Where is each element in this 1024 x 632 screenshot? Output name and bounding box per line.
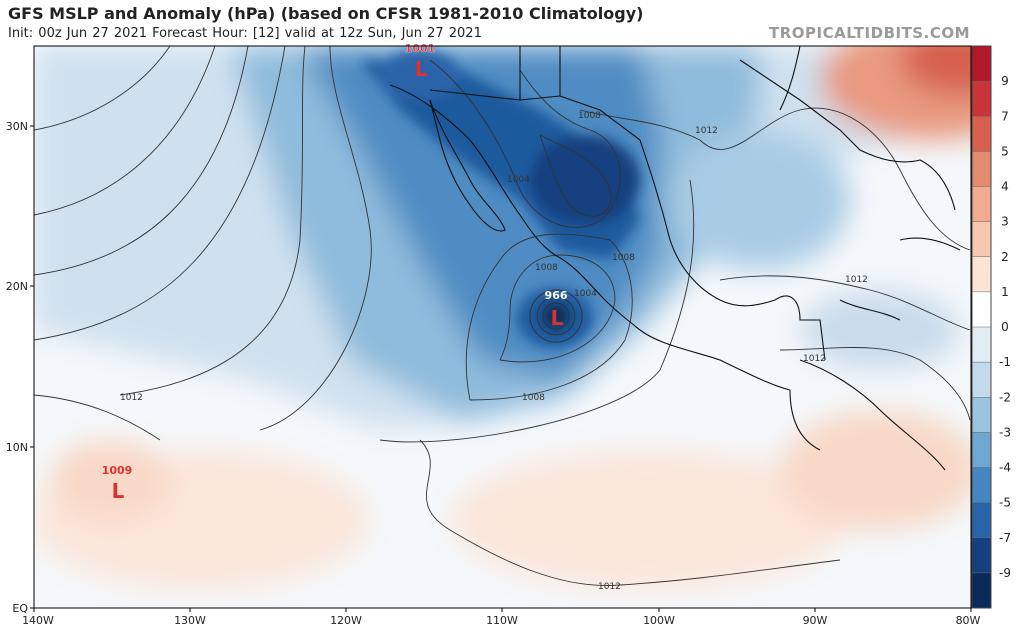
colorbar-label: 0 bbox=[1001, 320, 1009, 334]
lon-tick-label: 130W bbox=[174, 614, 206, 627]
colorbar-label: 9 bbox=[1001, 74, 1009, 88]
low-symbol: L bbox=[415, 57, 428, 81]
colorbar-swatch bbox=[972, 81, 991, 117]
colorbar-swatch bbox=[972, 362, 991, 398]
isobar-label: 1004 bbox=[574, 289, 597, 299]
colorbar-swatch bbox=[972, 502, 991, 539]
colorbar-swatch bbox=[972, 432, 991, 468]
colorbar-label: -4 bbox=[999, 461, 1011, 475]
isobar-label: 1012 bbox=[803, 354, 826, 364]
colorbar-label: -7 bbox=[999, 531, 1011, 545]
low-pressure-value: 1001 bbox=[405, 42, 436, 55]
isobar-label: 1008 bbox=[535, 263, 558, 273]
colorbar-swatch bbox=[972, 537, 991, 574]
map-subtitle: Init: 00z Jun 27 2021 Forecast Hour: [12… bbox=[8, 26, 482, 41]
lat-tick-label: 20N bbox=[6, 280, 28, 293]
colorbar-swatch bbox=[972, 397, 991, 433]
isobar-label: 1012 bbox=[598, 582, 621, 592]
colorbar-swatch bbox=[972, 186, 991, 223]
isobar-label: 1004 bbox=[507, 175, 530, 185]
colorbar-swatch bbox=[972, 327, 991, 363]
isobar-label: 1008 bbox=[612, 253, 635, 263]
low-pressure-markers: 1001 L 996 L 1009 L bbox=[102, 42, 568, 503]
colorbar-label: -3 bbox=[999, 425, 1011, 439]
colorbar-swatch bbox=[972, 256, 991, 293]
isobar-label: 1012 bbox=[120, 393, 143, 403]
colorbar-swatch bbox=[972, 572, 991, 609]
lon-tick-label: 90W bbox=[803, 614, 828, 627]
coastlines bbox=[389, 46, 961, 471]
lon-tick-label: 120W bbox=[330, 614, 362, 627]
isobar-label: 1012 bbox=[695, 126, 718, 136]
isobar-label: 1012 bbox=[845, 275, 868, 285]
longitude-axis: 140W 130W 120W 110W 100W 90W 80W bbox=[22, 608, 981, 627]
isobar-label: 1008 bbox=[522, 393, 545, 403]
isobar-label: 1008 bbox=[578, 111, 601, 121]
site-brand: TROPICALTIDBITS.COM bbox=[769, 24, 970, 42]
latitude-axis: 30N 20N 10N EQ bbox=[6, 120, 34, 615]
low-symbol: L bbox=[551, 306, 564, 330]
colorbar-label: 1 bbox=[1001, 285, 1009, 299]
colorbar-label: 4 bbox=[1001, 180, 1009, 194]
low-pressure-value: 1009 bbox=[102, 464, 133, 477]
isobar-labels: 1012 1008 1004 1008 1012 1012 1008 1012 … bbox=[120, 111, 868, 592]
low-symbol: L bbox=[112, 479, 125, 503]
anomaly-field bbox=[34, 46, 971, 608]
colorbar-swatch bbox=[972, 467, 991, 504]
colorbar: 9 7 5 4 3 2 1 0 -1 -2 -3 -4 -5 -7 -9 bbox=[971, 45, 1011, 609]
colorbar-label: 7 bbox=[1001, 109, 1009, 123]
lat-tick-label: 10N bbox=[6, 441, 28, 454]
colorbar-label: 3 bbox=[1001, 215, 1009, 229]
colorbar-swatch bbox=[972, 46, 991, 82]
colorbar-label: -9 bbox=[999, 566, 1011, 580]
lat-tick-label: EQ bbox=[12, 602, 28, 615]
lon-tick-label: 140W bbox=[22, 614, 54, 627]
low-pressure-value: 996 bbox=[544, 288, 567, 301]
colorbar-swatch bbox=[972, 151, 991, 187]
colorbar-swatch bbox=[972, 221, 991, 258]
colorbar-swatch bbox=[972, 116, 991, 152]
lon-tick-label: 80W bbox=[956, 614, 981, 627]
colorbar-label: -1 bbox=[999, 355, 1011, 369]
lon-tick-label: 100W bbox=[643, 614, 675, 627]
lat-tick-label: 30N bbox=[6, 120, 28, 133]
lon-tick-label: 110W bbox=[486, 614, 518, 627]
colorbar-label: 2 bbox=[1001, 250, 1009, 264]
colorbar-label: 5 bbox=[1001, 144, 1009, 158]
map-title: GFS MSLP and Anomaly (hPa) (based on CFS… bbox=[8, 4, 644, 23]
isobar-lines bbox=[34, 46, 971, 586]
colorbar-swatch bbox=[972, 291, 991, 328]
colorbar-label: -2 bbox=[999, 390, 1011, 404]
colorbar-label: -5 bbox=[999, 496, 1011, 510]
